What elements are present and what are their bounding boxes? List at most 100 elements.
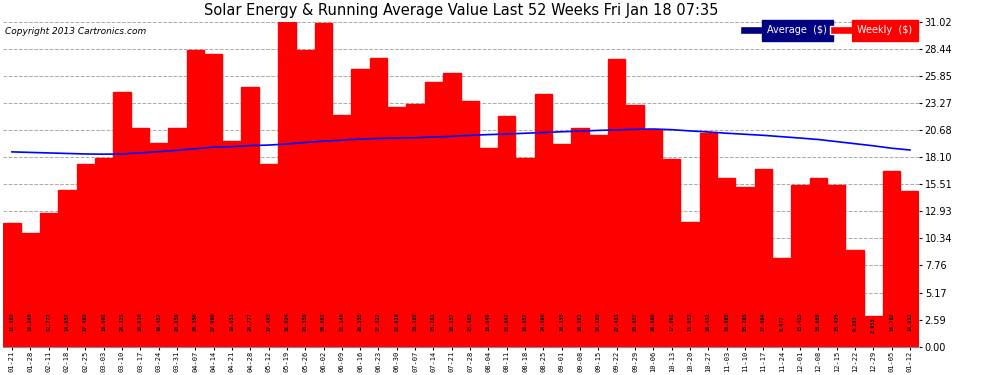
Bar: [95, 158, 112, 347]
Bar: [810, 178, 827, 347]
Bar: [553, 144, 570, 347]
Text: 11.933: 11.933: [687, 312, 693, 331]
Bar: [259, 164, 277, 347]
Bar: [718, 178, 736, 347]
Text: 24.098: 24.098: [541, 312, 545, 331]
Text: 17.004: 17.004: [761, 312, 766, 331]
Bar: [76, 164, 94, 347]
Text: 14.957: 14.957: [64, 312, 69, 331]
Bar: [480, 148, 497, 347]
Bar: [590, 135, 607, 347]
Bar: [333, 115, 350, 347]
Bar: [608, 59, 626, 347]
Text: 28.356: 28.356: [303, 312, 308, 331]
Bar: [278, 22, 296, 347]
Text: 17.443: 17.443: [266, 312, 271, 331]
Bar: [828, 184, 845, 347]
Text: 22.047: 22.047: [504, 312, 509, 331]
Text: 15.415: 15.415: [798, 312, 803, 331]
Bar: [681, 222, 699, 347]
Bar: [149, 143, 167, 347]
Bar: [296, 50, 314, 347]
Text: 15.265: 15.265: [742, 312, 747, 331]
Bar: [791, 185, 809, 347]
Bar: [223, 141, 241, 347]
Text: 19.651: 19.651: [230, 312, 235, 331]
Bar: [883, 171, 900, 347]
Text: 19.355: 19.355: [559, 312, 564, 331]
Bar: [132, 128, 148, 347]
Text: 26.555: 26.555: [357, 312, 362, 331]
Bar: [388, 106, 406, 347]
Text: 16.088: 16.088: [816, 312, 821, 331]
Bar: [3, 223, 21, 347]
Text: 24.323: 24.323: [120, 312, 125, 331]
Bar: [700, 133, 717, 347]
Text: 16.762: 16.762: [889, 312, 894, 331]
Bar: [663, 159, 680, 347]
Text: 31.024: 31.024: [284, 312, 289, 331]
Text: 23.037: 23.037: [633, 312, 638, 331]
Text: 20.431: 20.431: [706, 312, 711, 331]
Bar: [846, 249, 863, 347]
Bar: [517, 158, 534, 347]
Bar: [571, 128, 589, 347]
Bar: [535, 94, 552, 347]
Text: 30.882: 30.882: [321, 312, 326, 331]
Text: 22.916: 22.916: [394, 312, 399, 331]
Legend: Average  ($), Weekly  ($): Average ($), Weekly ($): [738, 23, 915, 37]
Text: 23.185: 23.185: [413, 312, 418, 331]
Text: 26.157: 26.157: [449, 312, 454, 331]
Bar: [22, 233, 39, 347]
Text: 27.431: 27.431: [614, 312, 619, 331]
Text: 22.146: 22.146: [340, 312, 345, 331]
Text: 25.281: 25.281: [431, 312, 436, 331]
Text: 20.856: 20.856: [174, 312, 179, 331]
Text: 27.906: 27.906: [211, 312, 216, 331]
Text: 20.881: 20.881: [577, 312, 582, 331]
Bar: [168, 128, 185, 347]
Bar: [370, 58, 387, 347]
Text: 19.457: 19.457: [156, 312, 161, 331]
Bar: [205, 54, 222, 347]
Text: 9.281: 9.281: [852, 315, 857, 331]
Bar: [351, 69, 369, 347]
Bar: [40, 213, 57, 347]
Bar: [901, 190, 919, 347]
Bar: [242, 87, 259, 347]
Text: 17.892: 17.892: [669, 312, 674, 331]
Bar: [864, 316, 882, 347]
Text: 23.483: 23.483: [467, 312, 472, 331]
Text: 18.949: 18.949: [486, 312, 491, 331]
Bar: [315, 23, 333, 347]
Bar: [737, 187, 753, 347]
Text: 27.522: 27.522: [376, 312, 381, 331]
Text: 8.477: 8.477: [779, 315, 784, 331]
Bar: [58, 190, 75, 347]
Text: 20.666: 20.666: [650, 312, 656, 331]
Text: 20.910: 20.910: [138, 312, 143, 331]
Bar: [461, 101, 479, 347]
Text: 11.802: 11.802: [10, 312, 15, 331]
Text: 16.065: 16.065: [725, 312, 730, 331]
Text: 17.402: 17.402: [83, 312, 88, 331]
Text: 20.185: 20.185: [596, 312, 601, 331]
Bar: [444, 73, 460, 347]
Text: 15.475: 15.475: [835, 312, 840, 331]
Text: 28.356: 28.356: [193, 312, 198, 331]
Bar: [498, 116, 516, 347]
Text: 12.777: 12.777: [47, 312, 51, 331]
Bar: [773, 258, 790, 347]
Title: Solar Energy & Running Average Value Last 52 Weeks Fri Jan 18 07:35: Solar Energy & Running Average Value Las…: [204, 3, 718, 18]
Text: Copyright 2013 Cartronics.com: Copyright 2013 Cartronics.com: [5, 27, 146, 36]
Bar: [407, 104, 424, 347]
Bar: [627, 105, 644, 347]
Bar: [425, 82, 443, 347]
Bar: [644, 130, 662, 347]
Bar: [186, 50, 204, 347]
Text: 2.953: 2.953: [871, 317, 876, 333]
Bar: [754, 169, 772, 347]
Bar: [113, 92, 131, 347]
Text: 18.057: 18.057: [523, 312, 528, 331]
Text: 14.912: 14.912: [908, 312, 913, 331]
